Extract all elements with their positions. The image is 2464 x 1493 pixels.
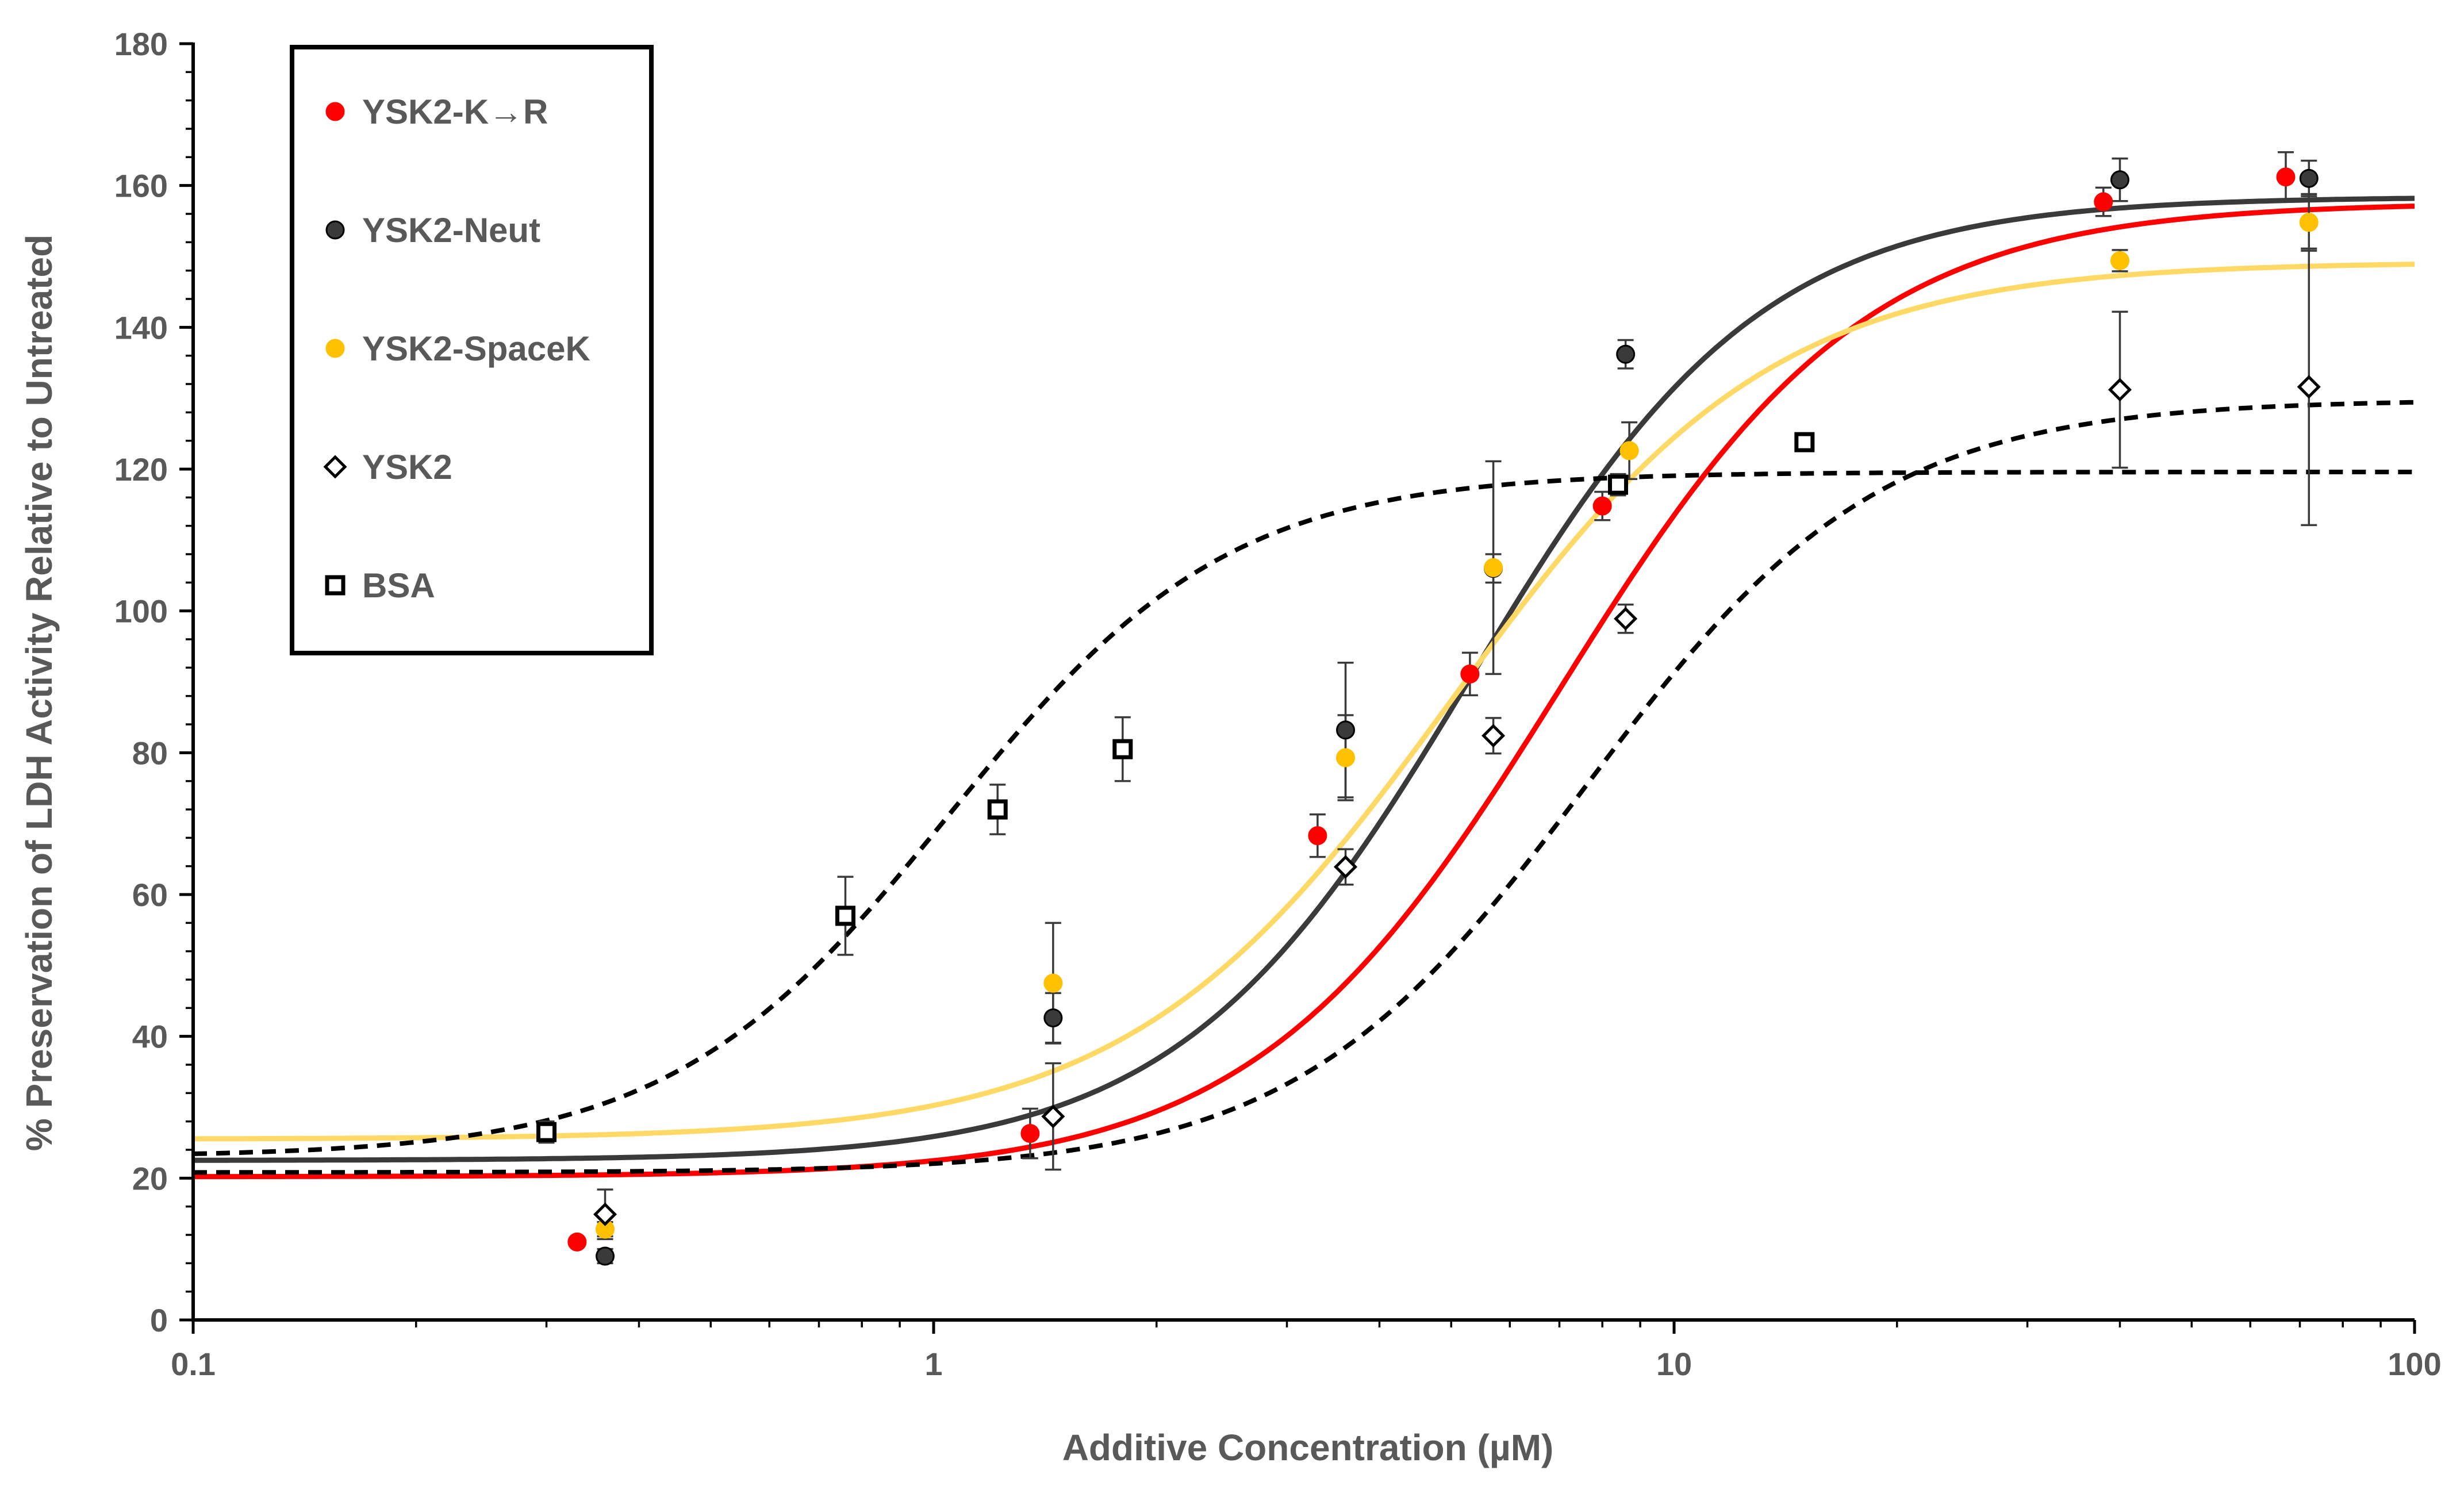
axes: 0 20 40 60 80 100 120 140 160 180 0.1 1 10 100 [114,26,2442,1382]
data-point-ysk2-neut [2110,170,2129,190]
data-point-ysk2-k-r [1460,664,1480,684]
data-point-bsa [1607,474,1628,495]
legend-label: YSK2-SpaceK [362,329,590,368]
data-point-ysk2-spacek [1043,973,1063,993]
data-point-ysk2 [593,1202,617,1226]
y-tick-label: 0 [150,1302,168,1338]
x-tick-label: 0.1 [171,1346,216,1382]
legend: YSK2-K→R YSK2-Neut YSK2-SpaceK YSK2 BSA [290,45,654,655]
y-tick-label: 80 [132,735,168,771]
legend-label: YSK2 [362,448,452,486]
data-point-ysk2 [2108,378,2132,402]
legend-marker-bsa [325,575,346,596]
fit-curves [193,195,2415,1180]
data-point-ysk2-k-r [567,1232,587,1252]
legend-entry-ysk2-k-r: YSK2-K→R [325,93,548,131]
legend-marker-ysk2 [323,455,347,479]
y-tick-label: 40 [132,1019,168,1055]
legend-label: YSK2-K→R [362,93,548,131]
data-point-bsa [1112,739,1133,759]
legend-marker-ysk2-neut [325,220,345,240]
data-point-ysk2-neut [1616,344,1636,364]
y-tick-label: 140 [114,309,168,346]
data-points [536,167,2321,1266]
x-tick-label: 100 [2388,1346,2441,1382]
fit-curve-ysk2-spacek [193,262,2415,1142]
x-tick-label: 1 [924,1346,942,1382]
data-point-ysk2-neut [1043,1008,1063,1028]
y-tick-label: 160 [114,168,168,204]
fit-curve-ysk2 [193,400,2415,1175]
data-point-ysk2 [1482,724,1506,748]
fit-curve-ysk2-neut [193,195,2415,1163]
y-tick-label: 20 [132,1160,168,1196]
data-point-ysk2-spacek [2299,213,2319,232]
data-point-bsa [835,905,855,926]
x-tick-label: 10 [1656,1346,1692,1382]
legend-marker-ysk2-spacek [325,339,345,358]
data-point-bsa [987,799,1008,820]
y-tick-label: 60 [132,877,168,913]
legend-entry-ysk2-spacek: YSK2-SpaceK [325,329,590,368]
legend-entry-ysk2-neut: YSK2-Neut [325,211,540,250]
legend-label: YSK2-Neut [362,211,540,250]
y-axis-title: % Preservation of LDH Activity Relative … [18,235,60,1151]
legend-entry-ysk2: YSK2 [323,448,452,486]
data-point-bsa [536,1122,557,1142]
legend-box [290,45,654,655]
data-point-ysk2 [1041,1104,1065,1129]
data-point-ysk2-neut [1336,720,1356,740]
data-point-bsa [1794,432,1815,452]
data-point-ysk2-k-r [2094,192,2113,212]
error-bars [538,151,2317,1265]
data-point-ysk2-spacek [1484,558,1503,577]
data-point-ysk2 [1614,607,1638,631]
y-tick-label: 100 [114,593,168,630]
data-point-ysk2 [1333,855,1358,879]
data-point-ysk2 [2297,375,2321,399]
legend-entry-bsa: BSA [325,566,435,605]
x-axis-title: Additive Concentration (µM) [1062,1427,1554,1468]
data-point-ysk2-neut [596,1246,615,1266]
fit-curve-ysk2-k-r [193,204,2415,1180]
y-tick-label: 180 [114,26,168,62]
data-point-ysk2-k-r [2276,167,2296,187]
fit-curve-bsa [193,470,2415,1156]
data-point-ysk2-k-r [1020,1124,1040,1143]
data-point-ysk2-spacek [2110,251,2129,270]
data-point-ysk2-spacek [1619,441,1639,460]
data-point-ysk2-k-r [1592,496,1612,516]
legend-marker-ysk2-k-r [325,102,345,121]
data-point-ysk2-spacek [1336,748,1356,767]
data-point-ysk2-neut [2299,168,2319,188]
data-point-ysk2-k-r [1308,826,1327,846]
y-tick-label: 120 [114,451,168,488]
legend-label: BSA [362,566,435,605]
